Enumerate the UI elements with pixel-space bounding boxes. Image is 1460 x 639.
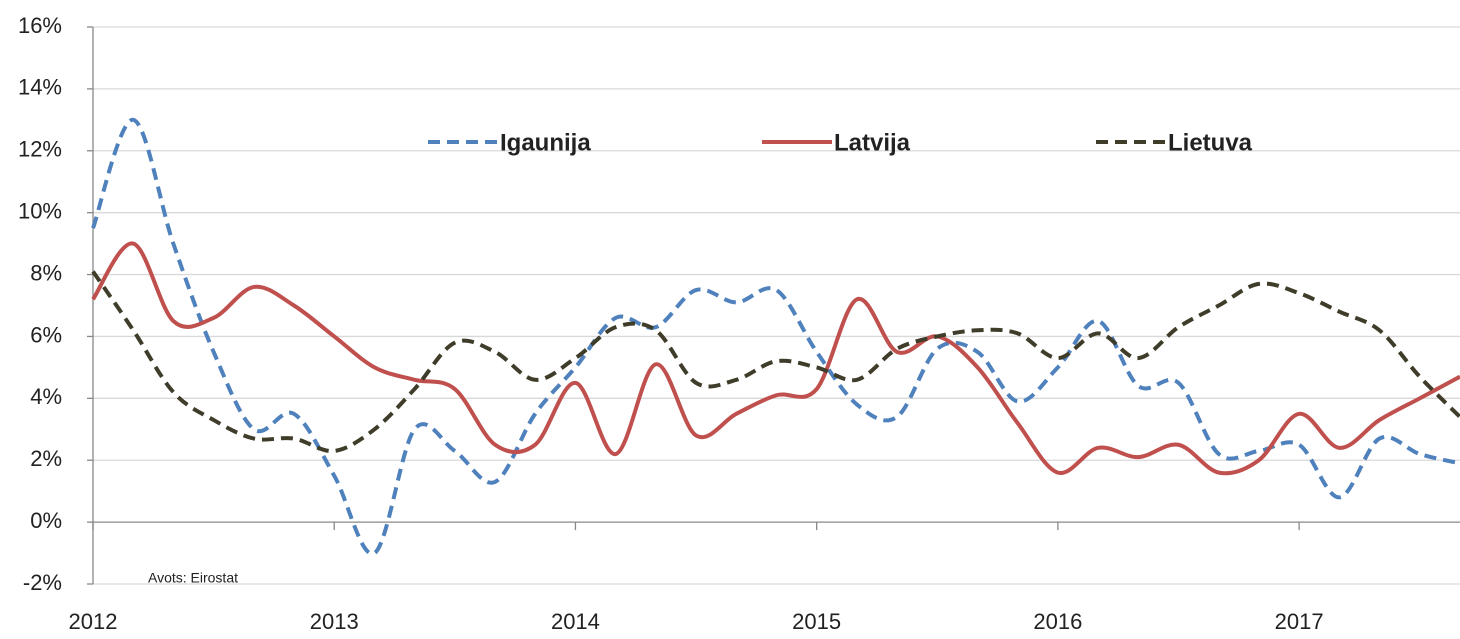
- y-tick-label: 6%: [30, 322, 62, 347]
- line-series: [91, 270, 1460, 453]
- y-tick-label: 10%: [18, 198, 62, 223]
- y-tick-label: 16%: [18, 13, 62, 38]
- legend-label: Latvija: [834, 129, 911, 156]
- line-series: [91, 117, 1460, 556]
- x-tick-label: 2016: [1033, 609, 1082, 634]
- y-tick-label: 12%: [18, 137, 62, 162]
- legend-label: Lietuva: [1168, 129, 1253, 156]
- y-tick-label: 4%: [30, 384, 62, 409]
- y-tick-label: -2%: [23, 570, 62, 595]
- x-tick-label: 2014: [551, 609, 600, 634]
- x-tick-label: 2015: [792, 609, 841, 634]
- y-tick-label: 14%: [18, 75, 62, 100]
- x-tick-label: 2013: [310, 609, 359, 634]
- y-tick-label: 0%: [30, 508, 62, 533]
- x-tick-label: 2012: [69, 609, 118, 634]
- legend-label: Igaunija: [500, 129, 591, 156]
- annotation: Avots: Eirostat: [148, 570, 238, 586]
- y-tick-label: 8%: [30, 260, 62, 285]
- y-tick-label: 2%: [30, 446, 62, 471]
- line-series: [91, 241, 1460, 476]
- x-tick-label: 2017: [1275, 609, 1324, 634]
